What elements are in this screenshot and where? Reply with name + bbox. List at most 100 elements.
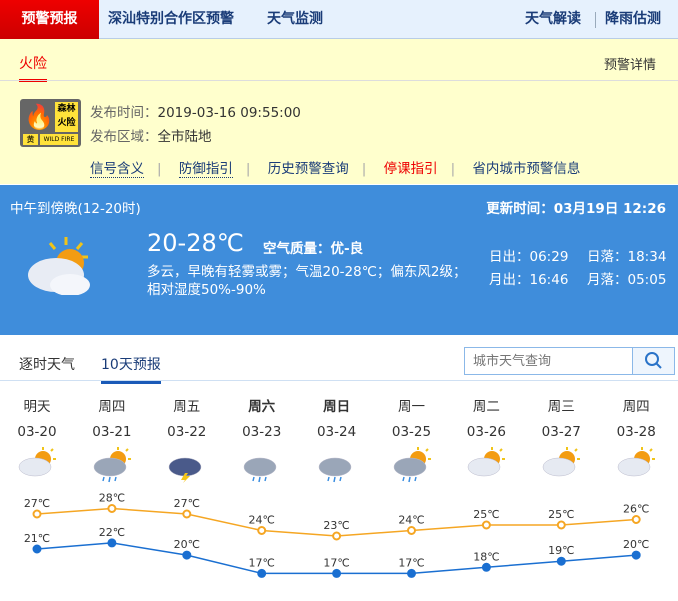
date: 03-28 bbox=[616, 424, 656, 440]
link-defense[interactable]: 防御指引 bbox=[178, 161, 233, 178]
top-nav: 预警预报 深汕特别合作区预警 天气监测 天气解读 降雨估测 bbox=[0, 0, 678, 39]
forecast-day: 周五 03-22 bbox=[150, 395, 224, 483]
high-temp-point bbox=[332, 531, 342, 541]
low-temp-label: 22℃ bbox=[99, 526, 125, 539]
period: 中午到傍晚(12-20时) bbox=[10, 201, 141, 217]
nav-warning[interactable]: 预警预报 bbox=[0, 0, 99, 39]
low-temp-point bbox=[107, 538, 117, 548]
issue-area: 发布区域：全市陆地 bbox=[90, 125, 212, 145]
date: 03-24 bbox=[316, 424, 357, 440]
nav-rain[interactable]: 降雨估测 bbox=[605, 11, 661, 27]
weekday: 周四 bbox=[622, 399, 650, 415]
link-class-suspension[interactable]: 停课指引 bbox=[383, 161, 438, 177]
sunrise: 日出：06:29 bbox=[489, 249, 569, 265]
forecast-day: 周三 03-27 bbox=[524, 395, 598, 483]
forecast-day: 明天 03-20 bbox=[0, 395, 74, 483]
low-temp-label: 20℃ bbox=[623, 538, 649, 551]
warning-links: 信号含义 | 防御指引 | 历史预警查询 | 停课指引 | 省内城市预警信息 bbox=[90, 161, 581, 178]
signal-level: 黄 bbox=[23, 134, 38, 145]
high-temp-label: 27℃ bbox=[24, 497, 50, 510]
forecast-tabs: 逐时天气 10天预报 bbox=[0, 345, 678, 384]
high-temp-label: 23℃ bbox=[323, 519, 349, 532]
search-button[interactable] bbox=[632, 348, 674, 374]
humidity: 相对湿度50%-90% bbox=[147, 282, 266, 298]
high-temp-point bbox=[556, 520, 566, 530]
updated-time: 更新时间：03月19日 12:26 bbox=[486, 201, 666, 217]
high-temp-label: 27℃ bbox=[174, 497, 200, 510]
weekday: 周四 bbox=[98, 399, 126, 415]
high-temp-label: 24℃ bbox=[249, 514, 275, 527]
low-temp-label: 17℃ bbox=[249, 556, 275, 569]
low-temp-point bbox=[631, 550, 641, 560]
warning-panel: 火险 预警详情 🔥 森林火险 黄 WILD FIRE 发布时间：2019-03-… bbox=[0, 39, 678, 184]
low-temp-label: 18℃ bbox=[473, 550, 499, 563]
divider bbox=[0, 80, 678, 81]
weekday: 周三 bbox=[547, 399, 575, 415]
tab-fire[interactable]: 火险 bbox=[19, 53, 47, 82]
date: 03-27 bbox=[541, 424, 581, 440]
tab-hourly[interactable]: 逐时天气 bbox=[19, 357, 75, 373]
weekday: 周五 bbox=[173, 399, 201, 415]
link-meaning[interactable]: 信号含义 bbox=[90, 161, 144, 178]
label: 发布时间： bbox=[90, 105, 158, 121]
sunset: 日落：18:34 bbox=[587, 249, 667, 265]
partly-cloudy-icon bbox=[616, 447, 656, 483]
signal-en: WILD FIRE bbox=[40, 134, 78, 145]
value: 全市陆地 bbox=[157, 129, 212, 145]
tab-10day[interactable]: 10天预报 bbox=[101, 354, 161, 384]
low-temp-point bbox=[182, 550, 192, 560]
search-icon bbox=[645, 352, 662, 369]
low-temp-point bbox=[332, 568, 342, 578]
low-temp-label: 21℃ bbox=[24, 532, 50, 545]
weekday: 周日 bbox=[323, 399, 351, 415]
issue-time: 发布时间：2019-03-16 09:55:00 bbox=[90, 101, 301, 121]
date: 03-20 bbox=[17, 424, 57, 440]
high-temp-label: 25℃ bbox=[473, 508, 499, 521]
low-temp-label: 17℃ bbox=[398, 556, 424, 569]
link-province[interactable]: 省内城市预警信息 bbox=[472, 161, 581, 177]
low-temp-label: 17℃ bbox=[323, 556, 349, 569]
moonrise: 月出：16:46 bbox=[489, 272, 569, 288]
low-temp-point bbox=[407, 568, 416, 578]
city-search bbox=[464, 347, 675, 375]
signal-title: 森林火险 bbox=[55, 102, 78, 132]
divider bbox=[595, 12, 596, 28]
description: 多云，早晚有轻雾或雾；气温20-28℃；偏东风2级； bbox=[147, 264, 467, 280]
value: 2019-03-16 09:55:00 bbox=[157, 105, 301, 121]
nav-shenshan[interactable]: 深汕特别合作区预警 bbox=[108, 11, 234, 27]
high-temp-point bbox=[107, 504, 117, 513]
moonset: 月落：05:05 bbox=[587, 272, 667, 288]
partly-cloudy-icon bbox=[28, 237, 90, 295]
high-temp-label: 25℃ bbox=[548, 508, 574, 521]
high-temp-point bbox=[481, 520, 491, 530]
link-history[interactable]: 历史预警查询 bbox=[267, 161, 349, 177]
rain-cloud-sun-icon bbox=[392, 447, 432, 483]
temperature-chart: 27℃ 28℃ 27℃ 24℃ 23℃ 24℃ 25℃ 25℃ 26℃ 21℃ 22℃ 20℃ 17℃ 1… bbox=[24, 492, 649, 578]
temperature: 20-28℃ bbox=[147, 229, 244, 257]
forecast-day: 周二 03-26 bbox=[449, 395, 523, 483]
date: 03-21 bbox=[92, 424, 132, 440]
date: 03-23 bbox=[242, 424, 282, 440]
search-input[interactable] bbox=[465, 348, 632, 374]
high-temp-point bbox=[631, 515, 641, 524]
rain-icon bbox=[317, 447, 357, 483]
thunderstorm-icon bbox=[167, 447, 207, 483]
low-temp-point bbox=[257, 568, 267, 578]
weekday: 周六 bbox=[248, 399, 276, 415]
high-temp-point bbox=[257, 526, 267, 535]
high-temp-label: 24℃ bbox=[398, 514, 424, 527]
high-temp-point bbox=[32, 509, 42, 519]
forecast-day: 周一 03-25 bbox=[375, 395, 449, 483]
high-temp-point bbox=[407, 526, 416, 535]
label: 发布区域： bbox=[90, 129, 158, 145]
date: 03-22 bbox=[167, 424, 207, 440]
current-weather: 中午到傍晚(12-20时) 更新时间：03月19日 12:26 20-28℃ 空… bbox=[0, 185, 678, 335]
warning-detail-link[interactable]: 预警详情 bbox=[603, 58, 656, 73]
low-temp-label: 20℃ bbox=[174, 538, 200, 551]
nav-monitor[interactable]: 天气监测 bbox=[267, 11, 323, 27]
partly-cloudy-icon bbox=[17, 447, 57, 483]
low-temp-point bbox=[481, 562, 491, 572]
nav-interpret[interactable]: 天气解读 bbox=[525, 11, 581, 27]
low-temp-label: 19℃ bbox=[548, 544, 574, 557]
forecast-day: 周四 03-21 bbox=[75, 395, 149, 483]
